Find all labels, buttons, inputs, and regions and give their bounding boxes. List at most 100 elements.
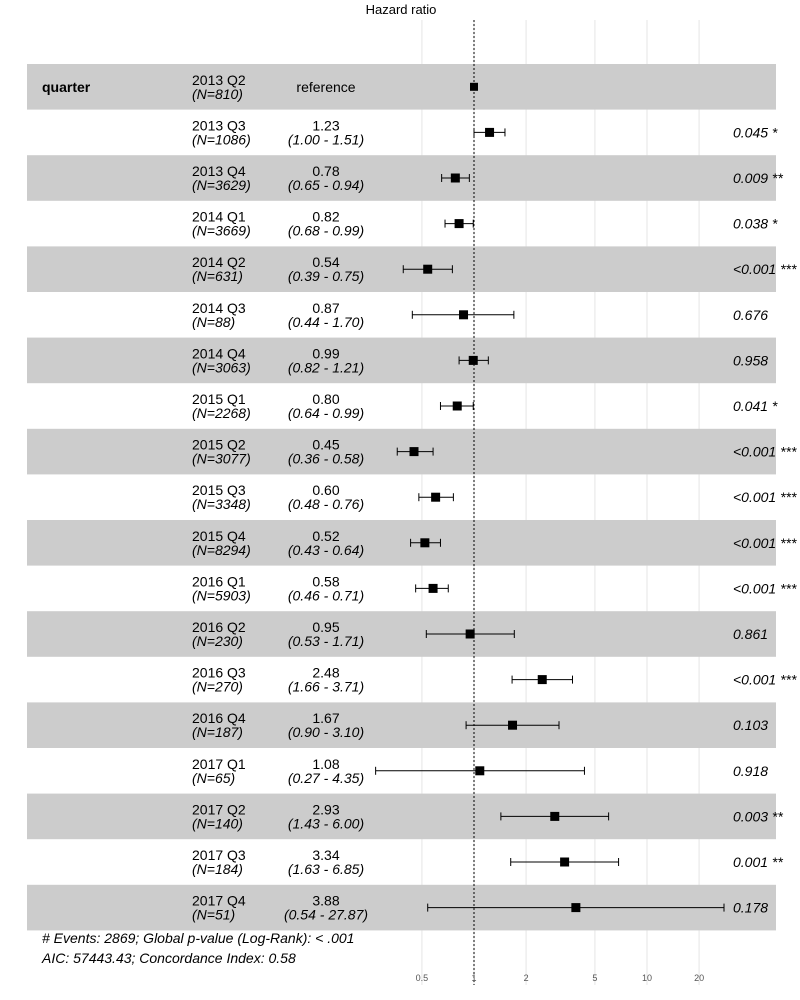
n-label: (N=3348) [192, 496, 251, 512]
point-estimate [571, 903, 581, 913]
table-row: 2017 Q3(N=184) 3.34(1.63 - 6.85) 0.001 ** [192, 847, 783, 877]
table-row: 2015 Q2(N=3077) 0.45(0.36 - 0.58) <0.001 *… [192, 437, 797, 467]
hr-label: 0.58 [312, 573, 339, 589]
ci-label: (1.43 - 6.00) [288, 815, 364, 831]
ci-label: (0.82 - 1.21) [288, 359, 364, 375]
table-row: 2016 Q1(N=5903) 0.58(0.46 - 0.71) <0.001 *… [192, 573, 797, 603]
point-estimate [465, 629, 475, 639]
hr-label: 0.60 [312, 482, 339, 498]
level-label: 2017 Q2 [192, 801, 246, 817]
row-band [27, 64, 776, 110]
level-label: 2015 Q2 [192, 437, 246, 453]
level-label: 2013 Q4 [192, 163, 246, 179]
hr-label: 0.45 [312, 437, 339, 453]
row-band [27, 611, 776, 657]
hr-label: 3.34 [312, 847, 339, 863]
p-value-label: <0.001 *** [733, 672, 797, 688]
point-estimate [454, 219, 464, 229]
ci-label: (1.66 - 3.71) [288, 679, 364, 695]
n-label: (N=3629) [192, 177, 251, 193]
level-label: 2016 Q1 [192, 573, 246, 589]
row-band [27, 246, 776, 292]
footer-events: # Events: 2869; Global p-value (Log-Rank… [42, 930, 354, 946]
level-label: 2014 Q1 [192, 209, 246, 225]
level-label: 2014 Q3 [192, 300, 246, 316]
point-estimate [550, 811, 560, 821]
row-band [27, 520, 776, 566]
point-estimate [537, 675, 547, 685]
row-bands [27, 64, 776, 931]
table-row: 2015 Q1(N=2268) 0.80(0.64 - 0.99) 0.041 * [192, 391, 778, 421]
n-label: (N=1086) [192, 131, 251, 147]
table-row: 2013 Q2(N=810) reference [192, 72, 478, 102]
table-row: 2017 Q1(N=65) 1.08(0.27 - 4.35) 0.918 [192, 756, 768, 786]
point-estimate [508, 720, 518, 730]
row-band [27, 702, 776, 748]
p-value-label: <0.001 *** [733, 535, 797, 551]
level-label: 2015 Q3 [192, 482, 246, 498]
p-value-label: 0.103 [733, 717, 768, 733]
hr-label: 1.08 [312, 756, 339, 772]
table-row: 2016 Q4(N=187) 1.67(0.90 - 3.10) 0.103 [192, 710, 768, 740]
p-value-label: 0.041 * [733, 398, 778, 414]
level-label: 2015 Q4 [192, 528, 246, 544]
level-label: 2015 Q1 [192, 391, 246, 407]
level-label: 2016 Q2 [192, 619, 246, 635]
hr-label: 1.23 [312, 117, 339, 133]
level-label: 2017 Q4 [192, 893, 246, 909]
hr-label: 0.80 [312, 391, 339, 407]
level-label: 2016 Q3 [192, 665, 246, 681]
point-estimate [450, 173, 460, 183]
table-row: 2016 Q3(N=270) 2.48(1.66 - 3.71) <0.001 **… [192, 665, 797, 695]
hr-label: 2.48 [312, 665, 339, 681]
level-label: 2014 Q2 [192, 254, 246, 270]
x-tick-label: 5 [592, 973, 597, 983]
n-label: (N=187) [192, 724, 243, 740]
point-estimate [485, 127, 495, 137]
hr-label: 0.82 [312, 209, 339, 225]
point-estimate [423, 264, 433, 274]
n-label: (N=3077) [192, 451, 251, 467]
level-label: 2017 Q1 [192, 756, 246, 772]
chart-title: Hazard ratio [366, 2, 437, 17]
p-value-label: 0.676 [733, 307, 768, 323]
level-label: 2013 Q2 [192, 72, 246, 88]
table-row: 2013 Q4(N=3629) 0.78(0.65 - 0.94) 0.009 ** [192, 163, 783, 193]
ci-label: (0.27 - 4.35) [288, 770, 364, 786]
hr-label: 0.99 [312, 345, 339, 361]
row-band [27, 155, 776, 201]
n-label: (N=184) [192, 861, 243, 877]
x-tick-label: 20 [694, 973, 704, 983]
p-value-label: 0.038 * [733, 216, 778, 232]
hr-label: 0.95 [312, 619, 339, 635]
hr-label: 0.78 [312, 163, 339, 179]
row-band [27, 793, 776, 840]
p-value-label: 0.958 [733, 352, 768, 368]
n-label: (N=8294) [192, 542, 251, 558]
p-value-label: 0.001 ** [733, 854, 783, 870]
hr-label: 0.54 [312, 254, 339, 270]
ci-label: (0.68 - 0.99) [288, 223, 364, 239]
hr-label: 0.87 [312, 300, 339, 316]
level-label: 2014 Q4 [192, 345, 246, 361]
level-label: 2017 Q3 [192, 847, 246, 863]
ci-label: (0.43 - 0.64) [288, 542, 364, 558]
table-row: 2014 Q3(N=88) 0.87(0.44 - 1.70) 0.676 [192, 300, 768, 330]
n-label: (N=270) [192, 679, 243, 695]
point-estimate [470, 82, 478, 91]
hr-label: 1.67 [312, 710, 339, 726]
ci-label: (0.46 - 0.71) [288, 587, 364, 603]
n-label: (N=88) [192, 314, 235, 330]
x-tick-label: 0.5 [416, 973, 429, 983]
table-row: 2014 Q1(N=3669) 0.82(0.68 - 0.99) 0.038 * [192, 209, 778, 239]
table-row: 2017 Q4(N=51) 3.88(0.54 - 27.87) 0.178 [192, 893, 768, 923]
point-estimate [560, 857, 570, 867]
x-axis-ticks: 0.5 1 2 5 10 20 [416, 973, 704, 983]
ci-label: (0.54 - 27.87) [284, 907, 368, 923]
n-label: (N=810) [192, 86, 243, 102]
n-label: (N=2268) [192, 405, 251, 421]
point-estimate [459, 310, 469, 320]
table-row: 2015 Q3(N=3348) 0.60(0.48 - 0.76) <0.001 *… [192, 482, 797, 512]
point-estimate [431, 492, 441, 502]
